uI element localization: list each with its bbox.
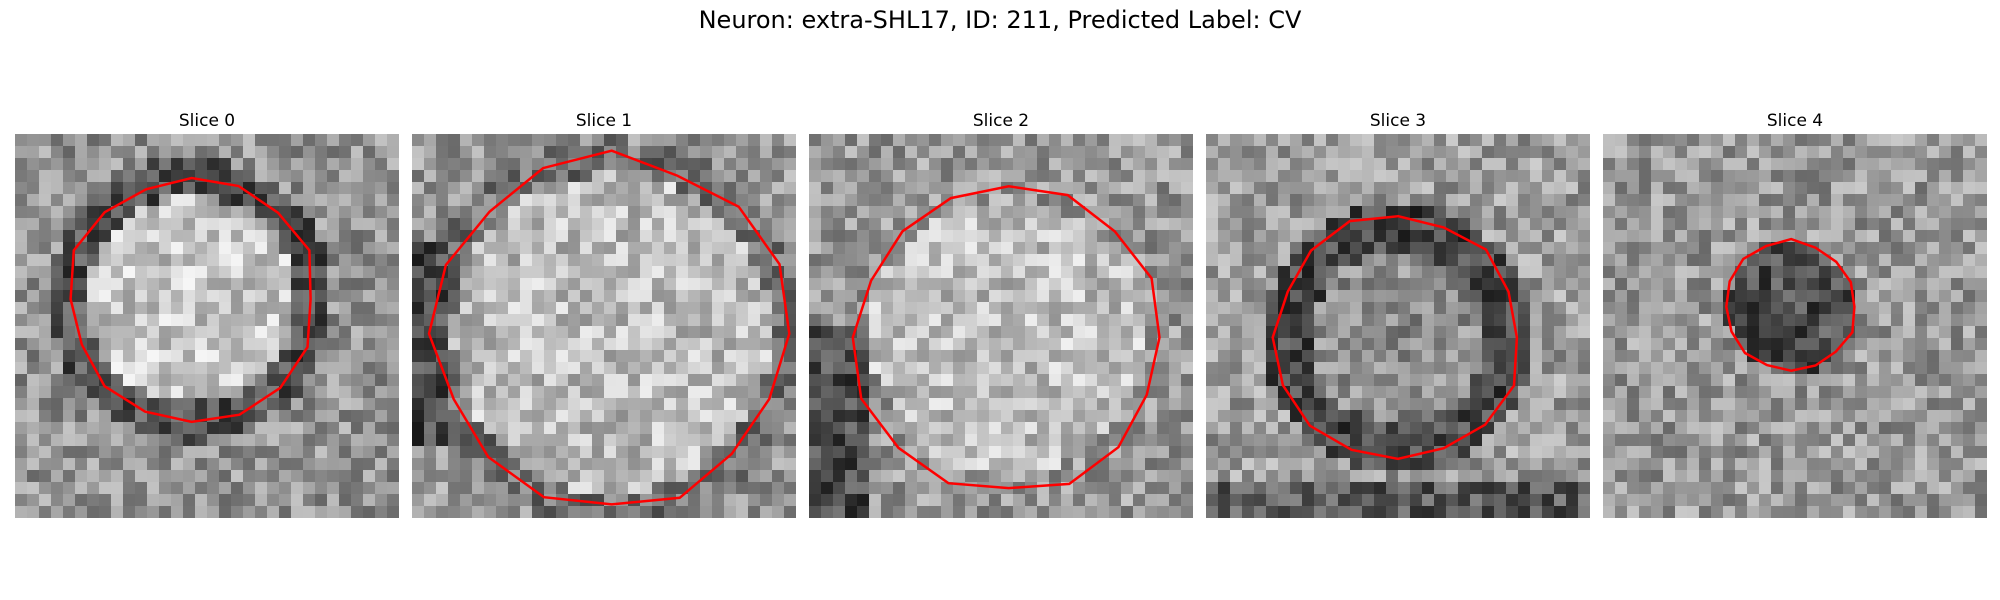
segmentation-contour bbox=[1725, 237, 1856, 372]
panel-title: Slice 4 bbox=[1766, 111, 1824, 131]
panel-title: Slice 2 bbox=[972, 111, 1030, 131]
slice-image bbox=[809, 134, 1193, 518]
segmentation-contour bbox=[1271, 214, 1519, 461]
panel-slice-1: Slice 1 bbox=[412, 108, 796, 518]
panel-slice-0: Slice 0 bbox=[15, 108, 399, 518]
panel-slice-4: Slice 4 bbox=[1603, 108, 1987, 518]
segmentation-contour bbox=[427, 149, 791, 506]
segmentation-contour bbox=[851, 185, 1161, 490]
segmentation-contour bbox=[69, 176, 312, 424]
panel-title: Slice 0 bbox=[178, 111, 236, 131]
slice-image bbox=[412, 134, 796, 518]
panel-slice-2: Slice 2 bbox=[809, 108, 1193, 518]
slice-image bbox=[15, 134, 399, 518]
panel-title: Slice 1 bbox=[575, 111, 633, 131]
slice-image bbox=[1206, 134, 1590, 518]
figure-title: Neuron: extra-SHL17, ID: 211, Predicted … bbox=[698, 6, 1302, 34]
slice-image bbox=[1603, 134, 1987, 518]
panel-title: Slice 3 bbox=[1369, 111, 1427, 131]
panel-slice-3: Slice 3 bbox=[1206, 108, 1590, 518]
